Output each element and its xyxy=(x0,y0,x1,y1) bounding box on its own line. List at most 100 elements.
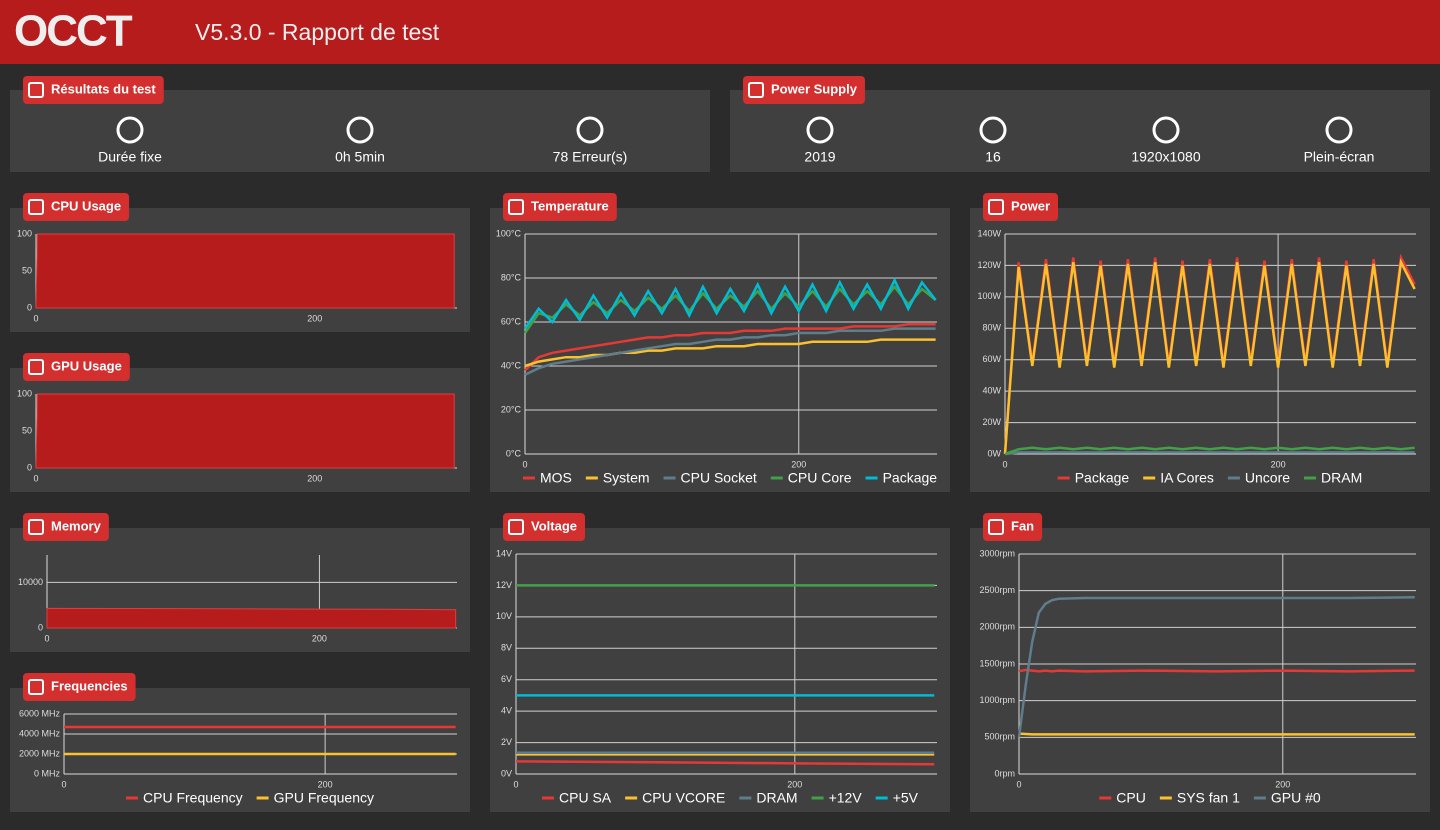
panel-badge: Power xyxy=(983,193,1059,221)
badge-icon xyxy=(28,679,44,695)
legend: MOS System CPU Socket CPU Core Package xyxy=(522,470,938,486)
badge-bg xyxy=(23,353,130,381)
y-tick-label: 100W xyxy=(977,291,1001,301)
panel-badge: Temperature xyxy=(503,193,617,221)
y-tick-label: 8V xyxy=(501,643,512,653)
legend-label: Package xyxy=(1075,470,1130,486)
legend: Package IA Cores Uncore DRAM xyxy=(1057,470,1362,486)
x-tick-label: 0 xyxy=(522,459,527,469)
line xyxy=(1003,258,1416,455)
info-icon xyxy=(1152,116,1180,144)
line xyxy=(1017,596,1415,738)
badge-icon xyxy=(508,199,524,215)
badge-icon xyxy=(28,199,44,215)
y-tick-label: 2000rpm xyxy=(979,622,1015,632)
badge-icon xyxy=(28,82,44,98)
badge-title: CPU Usage xyxy=(51,198,121,213)
badge-bg xyxy=(743,76,865,104)
panel-badge: Résultats du test xyxy=(23,76,164,104)
y-tick-label: 6000 MHz xyxy=(19,708,61,718)
y-tick-label: 60°C xyxy=(501,316,522,326)
legend-label: GPU Frequency xyxy=(274,790,374,806)
badge-title: Fan xyxy=(1011,518,1034,533)
panel-badge: Fan xyxy=(983,513,1043,541)
y-tick-label: 500rpm xyxy=(984,732,1015,742)
x-tick-label: 0 xyxy=(1016,779,1021,789)
badge-bg xyxy=(503,513,585,541)
y-tick-label: 4V xyxy=(501,706,512,716)
y-tick-label: 20°C xyxy=(501,404,522,414)
legend-label: DRAM xyxy=(756,790,797,806)
legend-label: CPU xyxy=(1116,790,1146,806)
info-icon xyxy=(346,116,374,144)
x-tick-label: 200 xyxy=(312,633,327,643)
x-tick-label: 200 xyxy=(1271,459,1286,469)
y-tick-label: 50 xyxy=(22,265,32,275)
legend-label: SYS fan 1 xyxy=(1177,790,1240,806)
y-tick-label: 100 xyxy=(17,228,32,238)
report-title: V5.3.0 - Rapport de test xyxy=(195,19,440,45)
y-tick-label: 20W xyxy=(982,417,1001,427)
panel-badge: CPU Usage xyxy=(23,193,130,221)
legend-label: MOS xyxy=(540,470,572,486)
x-tick-label: 200 xyxy=(791,459,806,469)
x-tick-label: 200 xyxy=(318,779,333,789)
y-tick-label: 2500rpm xyxy=(979,585,1015,595)
y-tick-label: 0V xyxy=(501,768,512,778)
line xyxy=(523,277,937,330)
legend-label: Package xyxy=(883,470,938,486)
badge-icon xyxy=(508,519,524,535)
area xyxy=(46,607,457,629)
y-tick-label: 50 xyxy=(22,425,32,435)
x-tick-label: 200 xyxy=(1275,779,1290,789)
y-tick-label: 2V xyxy=(501,737,512,747)
line xyxy=(524,322,936,372)
badge-title: GPU Usage xyxy=(51,358,122,373)
line xyxy=(524,338,936,368)
panel-badge: Power Supply xyxy=(743,76,865,104)
y-tick-label: 4000 MHz xyxy=(19,728,61,738)
legend-label: System xyxy=(603,470,650,486)
y-tick-label: 10000 xyxy=(18,577,43,587)
legend-label: +5V xyxy=(893,790,919,806)
y-tick-label: 0°C xyxy=(506,448,522,458)
area xyxy=(35,233,455,309)
y-tick-label: 80°C xyxy=(501,272,522,282)
badge-title: Voltage xyxy=(531,518,577,533)
y-tick-label: 3000rpm xyxy=(979,548,1015,558)
x-tick-label: 0 xyxy=(33,473,38,483)
line xyxy=(1018,668,1415,673)
y-tick-label: 0rpm xyxy=(994,768,1015,778)
info-icon xyxy=(806,116,834,144)
y-tick-label: 12V xyxy=(496,580,512,590)
x-tick-label: 200 xyxy=(787,779,802,789)
x-tick-label: 0 xyxy=(513,779,518,789)
legend-label: CPU Socket xyxy=(681,470,757,486)
badge-title: Power xyxy=(1011,198,1050,213)
y-tick-label: 40°C xyxy=(501,360,522,370)
badge-title: Frequencies xyxy=(51,678,128,693)
info-value: 1920x1080 xyxy=(1131,149,1201,165)
info-icon xyxy=(979,116,1007,144)
y-tick-label: 6V xyxy=(501,674,512,684)
x-tick-label: 200 xyxy=(307,473,322,483)
y-tick-label: 0W xyxy=(988,448,1002,458)
y-tick-label: 100 xyxy=(17,388,32,398)
y-tick-label: 100°C xyxy=(496,228,522,238)
y-tick-label: 0 xyxy=(27,462,32,472)
line xyxy=(515,760,935,766)
badge-icon xyxy=(28,359,44,375)
legend-label: GPU #0 xyxy=(1271,790,1321,806)
panel-badge: Memory xyxy=(23,513,109,541)
chart-panel xyxy=(490,208,950,492)
y-tick-label: 10V xyxy=(496,611,512,621)
info-value: 0h 5min xyxy=(335,149,385,165)
line xyxy=(1004,446,1415,456)
badge-bg xyxy=(23,673,136,701)
panel-badge: Frequencies xyxy=(23,673,136,701)
line xyxy=(523,284,937,334)
legend-label: CPU VCORE xyxy=(642,790,725,806)
legend-label: Uncore xyxy=(1245,470,1290,486)
chart-panel xyxy=(490,528,950,812)
